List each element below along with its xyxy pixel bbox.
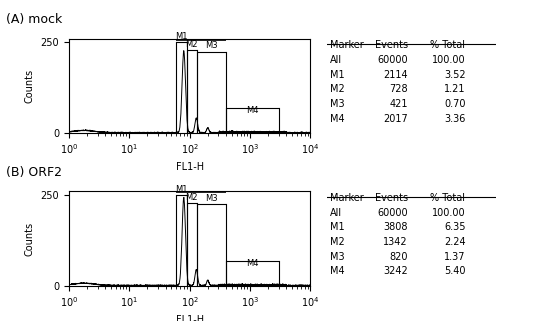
Text: M1: M1 — [330, 70, 345, 80]
Text: 1342: 1342 — [383, 237, 408, 247]
Text: % Total: % Total — [430, 40, 466, 50]
Text: 2114: 2114 — [383, 70, 408, 80]
Text: Events: Events — [375, 40, 408, 50]
Text: (B) ORF2: (B) ORF2 — [6, 166, 62, 178]
Text: M4: M4 — [330, 114, 345, 124]
Text: 6.35: 6.35 — [444, 222, 466, 232]
Text: 421: 421 — [390, 99, 408, 109]
Text: M3: M3 — [330, 252, 345, 262]
Text: M1: M1 — [175, 185, 188, 194]
Text: M3: M3 — [330, 99, 345, 109]
X-axis label: FL1-H: FL1-H — [176, 162, 204, 172]
Text: All: All — [330, 208, 342, 218]
Text: M4: M4 — [246, 106, 258, 115]
Text: 100.00: 100.00 — [432, 208, 466, 218]
Text: M4: M4 — [246, 258, 258, 267]
Text: 1.21: 1.21 — [444, 84, 466, 94]
Text: 820: 820 — [390, 252, 408, 262]
Text: M2: M2 — [186, 40, 198, 49]
Text: Events: Events — [375, 193, 408, 203]
Text: 60000: 60000 — [377, 55, 408, 65]
Text: 3242: 3242 — [383, 266, 408, 276]
Text: M1: M1 — [330, 222, 345, 232]
Text: 0.70: 0.70 — [444, 99, 466, 109]
Text: Marker: Marker — [330, 193, 364, 203]
Text: 3.52: 3.52 — [444, 70, 466, 80]
Y-axis label: Counts: Counts — [25, 69, 35, 103]
Text: All: All — [330, 55, 342, 65]
Text: 100.00: 100.00 — [432, 55, 466, 65]
Text: 2.24: 2.24 — [444, 237, 466, 247]
Text: M2: M2 — [330, 237, 345, 247]
Text: 5.40: 5.40 — [444, 266, 466, 276]
Text: M2: M2 — [330, 84, 345, 94]
Text: 728: 728 — [390, 84, 408, 94]
X-axis label: FL1-H: FL1-H — [176, 315, 204, 321]
Text: Marker: Marker — [330, 40, 364, 50]
Text: 60000: 60000 — [377, 208, 408, 218]
Text: M4: M4 — [330, 266, 345, 276]
Text: M3: M3 — [205, 194, 218, 203]
Text: % Total: % Total — [430, 193, 466, 203]
Text: 3808: 3808 — [383, 222, 408, 232]
Text: (A) mock: (A) mock — [6, 13, 62, 26]
Y-axis label: Counts: Counts — [25, 221, 35, 256]
Text: M1: M1 — [175, 32, 188, 41]
Text: 2017: 2017 — [383, 114, 408, 124]
Text: 3.36: 3.36 — [444, 114, 466, 124]
Text: M2: M2 — [186, 193, 198, 202]
Text: 1.37: 1.37 — [444, 252, 466, 262]
Text: M3: M3 — [205, 41, 218, 50]
